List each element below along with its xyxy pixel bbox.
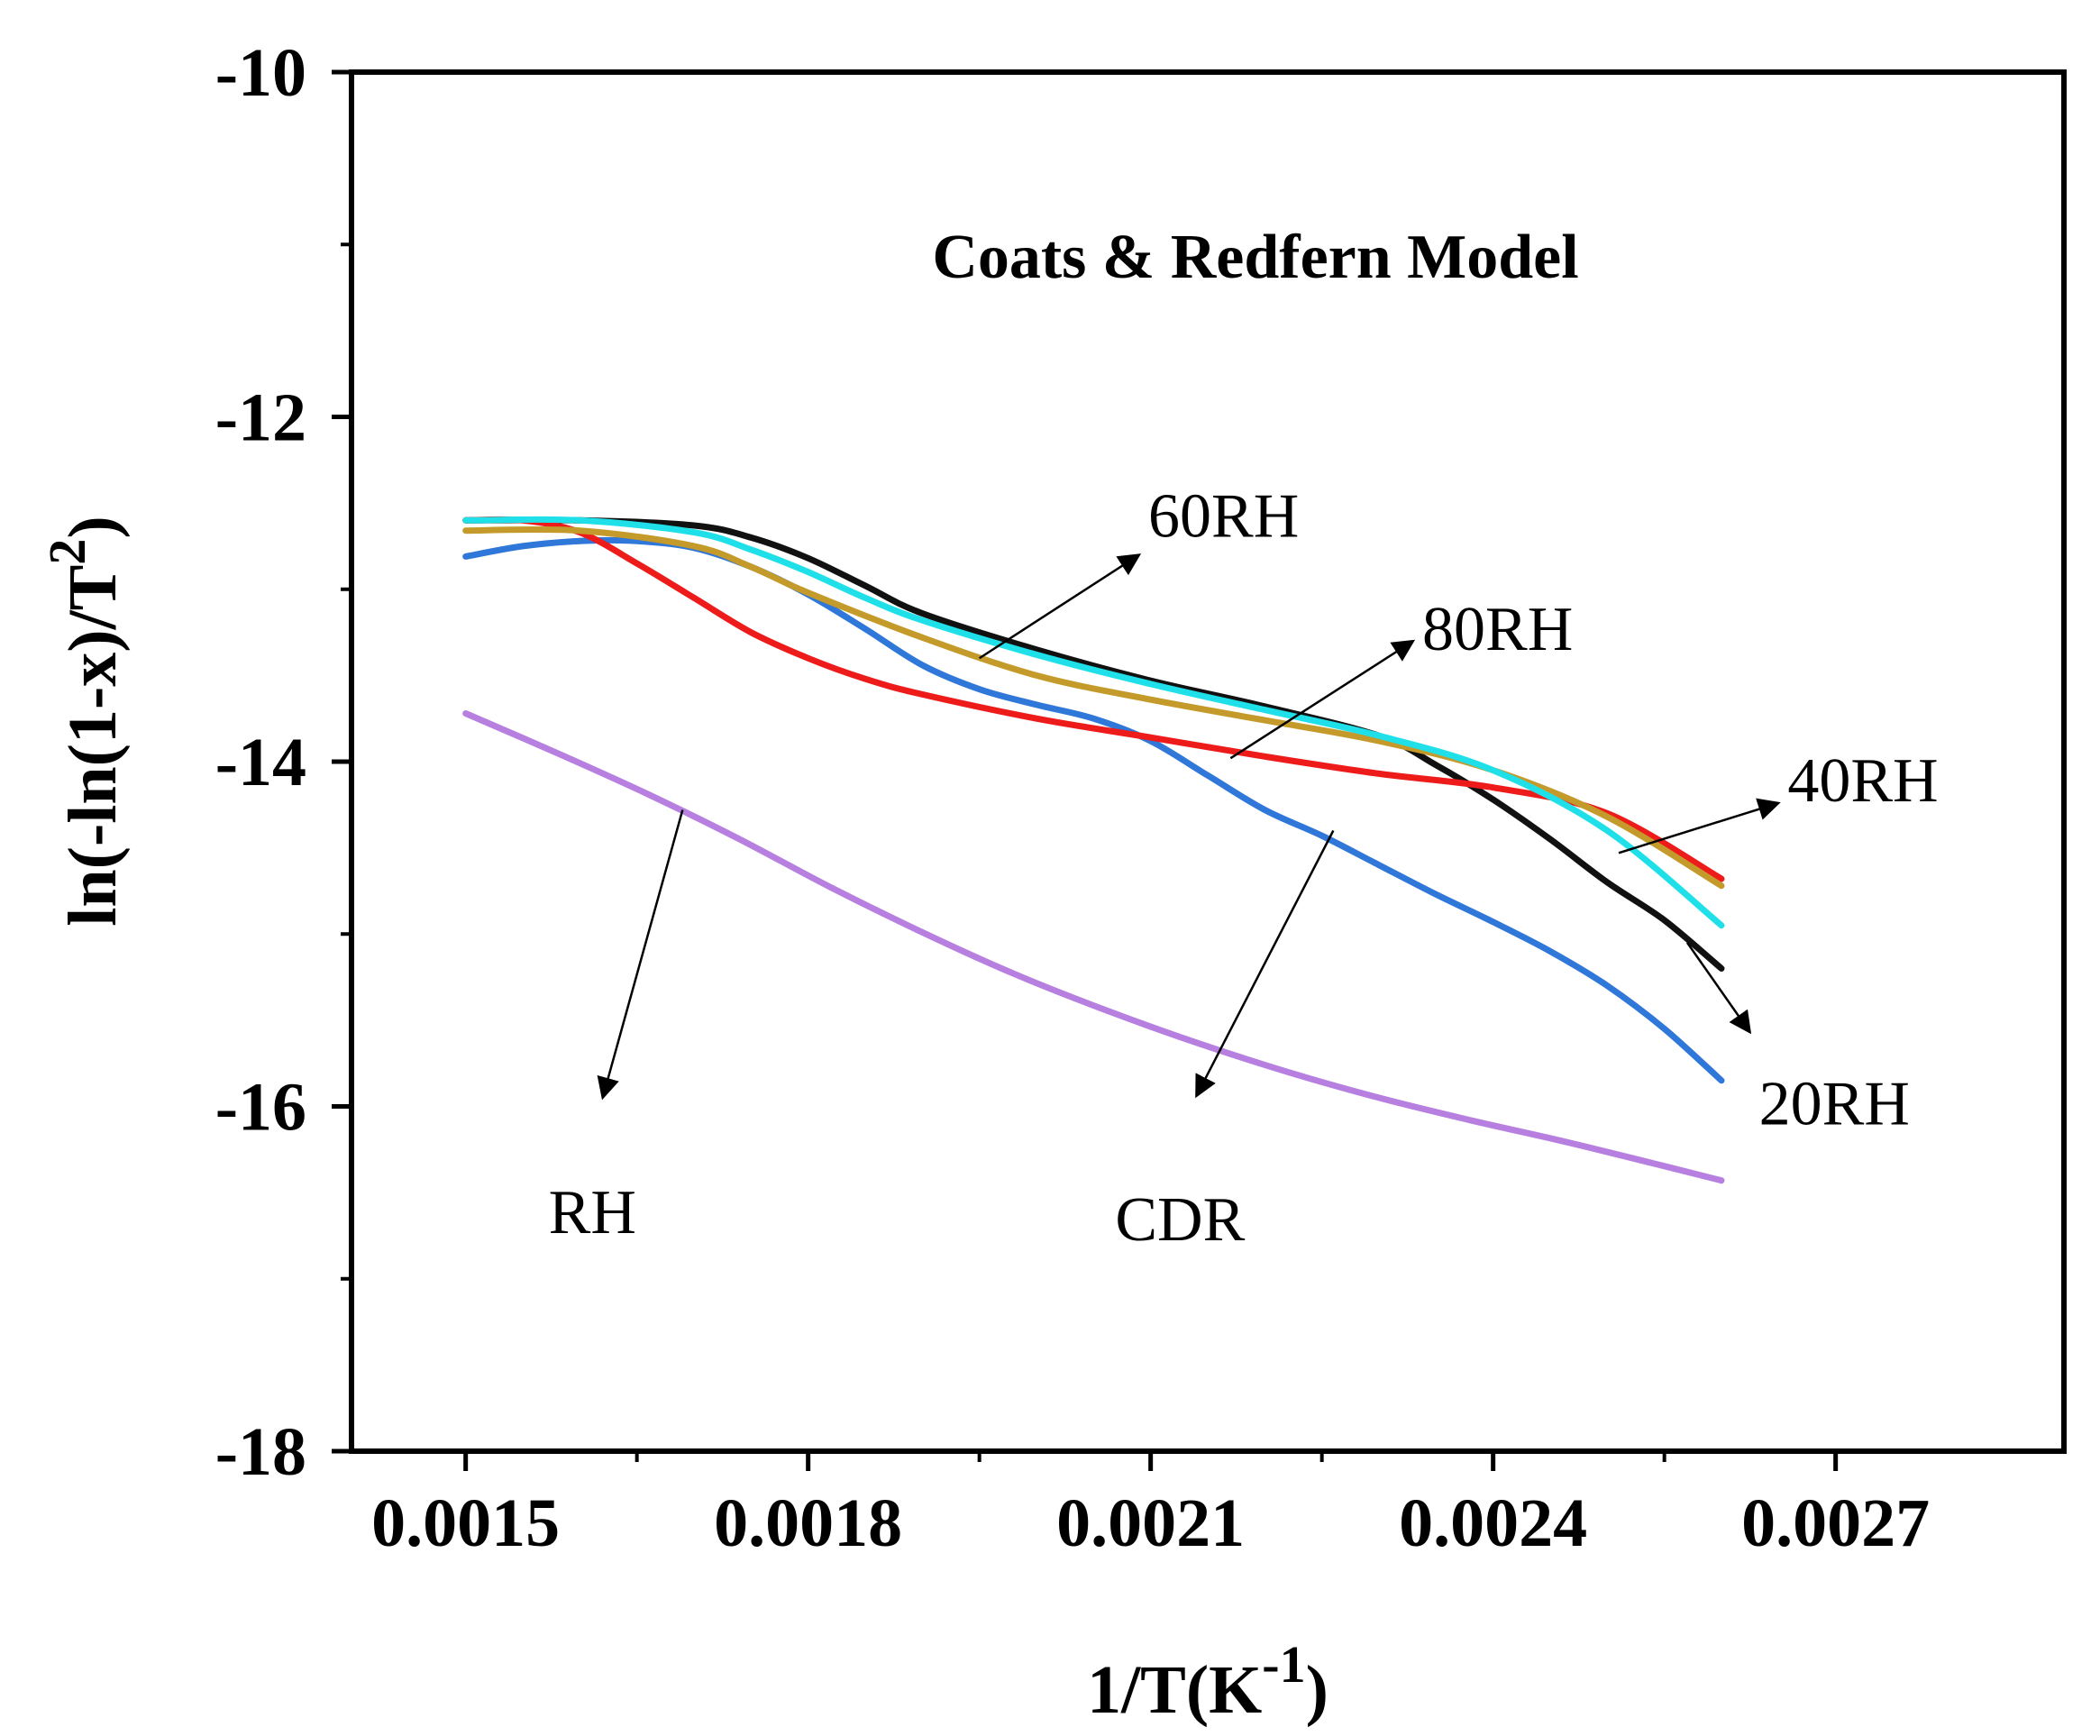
annotation-arrow-40rh — [1618, 798, 1781, 854]
annotation-label-40rh: 40RH — [1787, 746, 1938, 816]
y-tick-label: -14 — [215, 725, 306, 800]
chart-title: Coats & Redfern Model — [932, 223, 1578, 292]
x-tick-label: 0.0021 — [1056, 1485, 1245, 1561]
y-tick-label: -10 — [215, 35, 306, 111]
y-tick-label: -18 — [215, 1414, 306, 1490]
x-tick-label: 0.0024 — [1399, 1485, 1587, 1561]
series-line-40rh — [462, 516, 1725, 882]
x-tick-label: 0.0015 — [371, 1485, 560, 1561]
annotation-label-80rh: 80RH — [1422, 595, 1573, 664]
y-tick-label: -16 — [215, 1070, 306, 1146]
y-axis-title: ln(-ln(1-x)/T2) — [38, 516, 131, 926]
annotation-arrows — [597, 553, 1781, 1101]
annotation-labels: 60RH 80RH 40RH 20RH RH CDR — [549, 482, 1939, 1256]
annotation-arrow-60rh — [978, 553, 1142, 660]
annotation-arrow-20rh — [1685, 942, 1752, 1035]
series-line-80rh — [462, 516, 1725, 929]
series-line-rh — [462, 710, 1725, 1184]
x-tick-label: 0.0027 — [1741, 1485, 1930, 1561]
annotation-label-cdr: CDR — [1115, 1185, 1245, 1255]
series-lines — [462, 516, 1725, 1184]
annotation-label-60rh: 60RH — [1148, 482, 1299, 552]
annotation-label-rh: RH — [549, 1178, 636, 1247]
annotation-arrow-rh — [597, 809, 684, 1101]
annotation-arrow-cdr — [1195, 829, 1335, 1099]
y-tick-label: -12 — [215, 380, 306, 456]
axis-ticks: 0.0015 0.0018 0.0021 0.0024 0.0027 -18 -16 -14 -… — [215, 35, 1930, 1561]
annotation-arrow-80rh — [1229, 639, 1416, 760]
series-line-60rh — [462, 525, 1725, 890]
x-axis-title: 1/T(K-1) — [1087, 1635, 1328, 1728]
annotation-label-20rh: 20RH — [1759, 1069, 1910, 1138]
x-tick-label: 0.0018 — [714, 1485, 902, 1561]
series-line-20rh — [462, 516, 1725, 972]
